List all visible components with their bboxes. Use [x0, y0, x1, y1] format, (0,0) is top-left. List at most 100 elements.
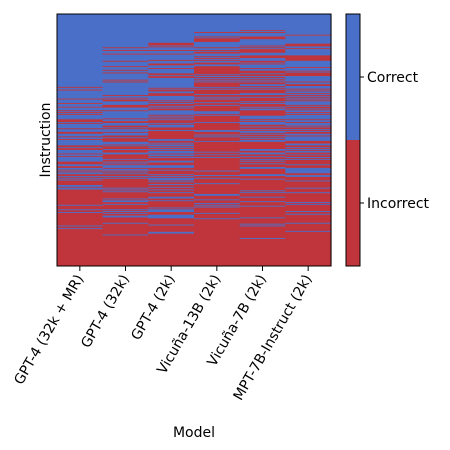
- cell-correct: [102, 70, 149, 73]
- cell-incorrect: [148, 87, 195, 89]
- cell-correct: [102, 152, 149, 155]
- cell-correct: [102, 101, 149, 106]
- cell-correct: [285, 187, 332, 189]
- cell-incorrect: [239, 77, 286, 79]
- cell-correct: [194, 204, 241, 206]
- cell-incorrect: [285, 93, 332, 95]
- cell-correct: [194, 136, 241, 138]
- cell-incorrect: [285, 98, 332, 100]
- cell-correct: [148, 95, 195, 101]
- heatmap-column: [285, 14, 332, 267]
- heatmap-column: [194, 14, 241, 267]
- cell-correct: [285, 105, 332, 107]
- cell-incorrect: [148, 198, 195, 201]
- cell-incorrect: [194, 99, 241, 103]
- cell-incorrect: [102, 223, 149, 235]
- cell-correct: [102, 163, 149, 165]
- cell-correct: [239, 76, 286, 78]
- cell-correct: [57, 228, 104, 230]
- cell-incorrect: [194, 195, 241, 200]
- cell-correct: [285, 149, 332, 151]
- cell-correct: [239, 62, 286, 64]
- cell-incorrect: [194, 38, 241, 43]
- cell-correct: [285, 157, 332, 159]
- cell-correct: [102, 168, 149, 171]
- cell-incorrect: [102, 172, 149, 174]
- cell-correct: [102, 73, 149, 80]
- cell-correct: [239, 120, 286, 122]
- cell-incorrect: [194, 184, 241, 195]
- cell-incorrect: [285, 81, 332, 83]
- cell-incorrect: [239, 97, 286, 102]
- cell-correct: [285, 76, 332, 82]
- cell-incorrect: [194, 219, 241, 267]
- cell-correct: [194, 50, 241, 53]
- cell-correct: [148, 189, 195, 191]
- cell-incorrect: [285, 130, 332, 132]
- cell-correct: [57, 107, 104, 111]
- cell-incorrect: [285, 34, 332, 36]
- cell-incorrect: [57, 180, 104, 186]
- cell-correct: [102, 209, 149, 211]
- cell-correct: [239, 205, 286, 207]
- cell-incorrect: [194, 205, 241, 207]
- cell-correct: [102, 191, 149, 193]
- cell-correct: [239, 46, 286, 48]
- cell-incorrect: [239, 141, 286, 150]
- cell-incorrect: [148, 50, 195, 52]
- cell-correct: [148, 214, 195, 219]
- cell-correct: [239, 196, 286, 198]
- cell-correct: [102, 215, 149, 218]
- cell-incorrect: [285, 173, 332, 176]
- y-axis-label: Instruction: [38, 103, 54, 178]
- cell-correct: [148, 107, 195, 109]
- cell-incorrect: [285, 158, 332, 160]
- colorbar-label-correct: Correct: [367, 70, 419, 86]
- heatmap-column: [148, 14, 195, 267]
- cell-correct: [239, 152, 286, 155]
- cell-correct: [194, 14, 241, 33]
- cell-correct: [148, 130, 195, 132]
- cell-correct: [239, 64, 286, 69]
- cell-correct: [194, 32, 241, 37]
- cell-incorrect: [148, 106, 195, 108]
- cell-correct: [194, 170, 241, 172]
- cell-incorrect: [239, 82, 286, 85]
- cell-incorrect: [239, 191, 286, 193]
- cell-correct: [148, 165, 195, 169]
- cell-incorrect: [194, 80, 241, 82]
- cell-incorrect: [148, 118, 195, 120]
- cell-correct: [285, 150, 332, 153]
- cell-correct: [102, 82, 149, 96]
- cell-correct: [194, 48, 241, 51]
- cell-correct: [194, 57, 241, 59]
- cell-incorrect: [285, 113, 332, 116]
- cell-correct: [194, 59, 241, 61]
- cell-incorrect: [148, 100, 195, 102]
- cell-correct: [239, 238, 286, 240]
- cell-incorrect: [194, 207, 241, 214]
- cell-correct: [148, 105, 195, 107]
- cell-incorrect: [194, 137, 241, 142]
- cell-incorrect: [57, 205, 104, 210]
- cell-correct: [57, 133, 104, 137]
- cell-correct: [102, 165, 149, 169]
- cell-incorrect: [57, 174, 104, 177]
- heatmap-cells: [57, 14, 332, 267]
- heatmap-column: [239, 14, 286, 267]
- cell-incorrect: [239, 55, 286, 59]
- cell-incorrect: [148, 63, 195, 66]
- cell-incorrect: [194, 141, 241, 152]
- cell-incorrect: [57, 176, 104, 179]
- cell-incorrect: [102, 170, 149, 172]
- cell-correct: [57, 87, 104, 90]
- cell-correct: [57, 187, 104, 190]
- cell-correct: [239, 223, 286, 225]
- cell-correct: [148, 150, 195, 154]
- cell-correct: [148, 157, 195, 159]
- cell-incorrect: [148, 102, 195, 104]
- cell-incorrect: [148, 208, 195, 210]
- cell-correct: [148, 169, 195, 171]
- cell-correct: [239, 96, 286, 98]
- cell-incorrect: [194, 62, 241, 65]
